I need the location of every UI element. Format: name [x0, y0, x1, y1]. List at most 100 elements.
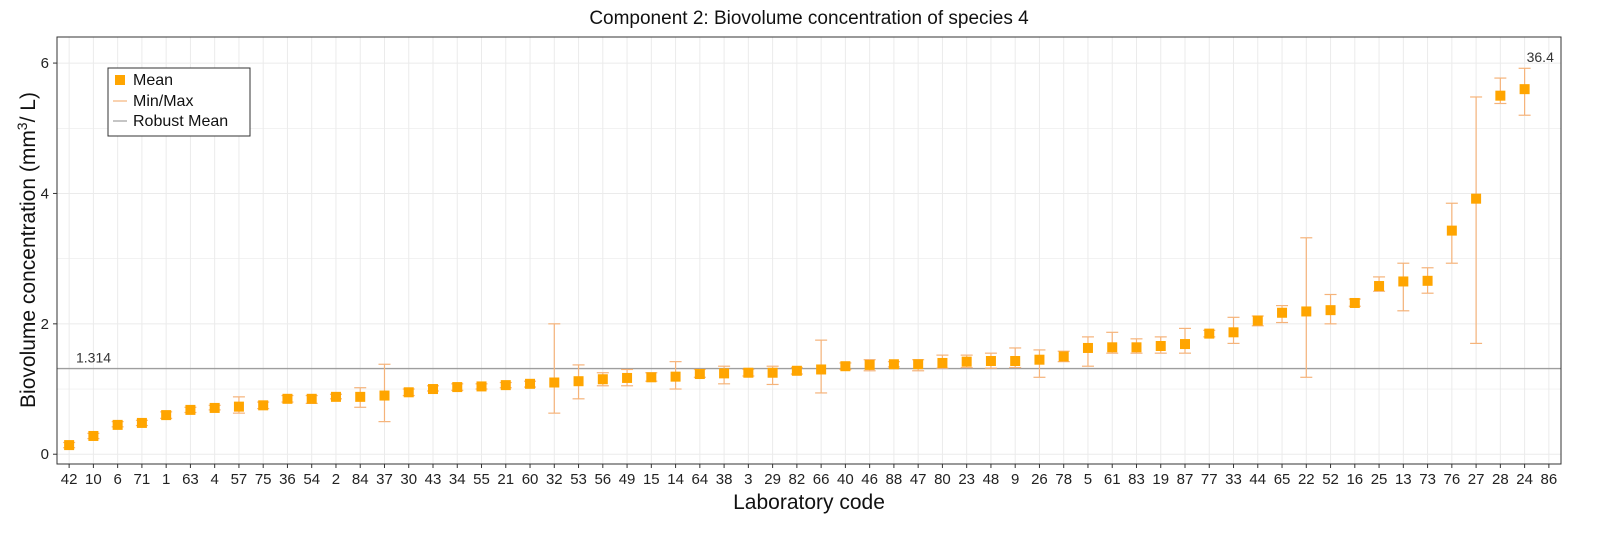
y-tick-label: 6: [41, 55, 49, 72]
x-tick-label: 16: [1346, 471, 1363, 488]
y-axis-title-main: Biovolume concentration (mm: [17, 130, 40, 408]
mean-point: [1155, 341, 1166, 352]
mean-point: [428, 384, 438, 395]
y-tick-label: 2: [41, 316, 49, 333]
x-tick-label: 76: [1443, 471, 1460, 488]
x-tick-label: 47: [910, 471, 927, 488]
mean-point: [767, 367, 778, 378]
x-tick-label: 26: [1031, 471, 1048, 488]
legend-box: [107, 67, 251, 137]
x-tick-label: 48: [983, 471, 1000, 488]
mean-point: [816, 364, 827, 375]
x-tick-label: 28: [1492, 471, 1509, 488]
legend-minmax-label: Min/Max: [133, 93, 193, 110]
x-tick-label: 37: [376, 471, 393, 488]
legend: Mean Min/Max Robust Mean: [107, 67, 251, 137]
x-tick-label: 30: [400, 471, 417, 488]
x-tick-label: 43: [425, 471, 442, 488]
mean-point: [864, 359, 875, 370]
x-tick-label: 5: [1084, 471, 1092, 488]
mean-point: [985, 355, 996, 366]
y-tick-layer: 0 2 4 6: [41, 55, 57, 463]
x-tick-label: 36: [279, 471, 296, 488]
mean-point: [1010, 355, 1021, 366]
mean-point: [791, 365, 802, 376]
y-axis-title-superscript: 3: [14, 122, 30, 130]
x-tick-label: 6: [113, 471, 121, 488]
x-tick-label: 82: [789, 471, 806, 488]
legend-robust-label: Robust Mean: [133, 113, 228, 130]
x-tick-label: 9: [1011, 471, 1019, 488]
mean-point: [1082, 342, 1093, 353]
mean-point: [1277, 307, 1288, 318]
x-tick-label: 19: [1152, 471, 1169, 488]
mean-point: [719, 368, 730, 379]
x-tick-label: 1: [162, 471, 170, 488]
mean-point: [1398, 276, 1409, 287]
mean-point: [1228, 327, 1239, 338]
x-tick-label: 33: [1225, 471, 1242, 488]
mean-point: [1252, 315, 1263, 326]
x-tick-label: 3: [744, 471, 752, 488]
mean-point: [913, 359, 924, 370]
mean-point: [379, 390, 390, 401]
x-tick-label: 49: [619, 471, 636, 488]
x-tick-label: 10: [85, 471, 102, 488]
x-tick-label: 15: [643, 471, 660, 488]
mean-point: [597, 374, 608, 385]
x-tick-label: 60: [522, 471, 539, 488]
legend-mean-swatch: [115, 75, 125, 85]
mean-point: [1325, 305, 1336, 316]
x-tick-label: 88: [886, 471, 903, 488]
x-tick-label: 38: [716, 471, 733, 488]
mean-point: [112, 419, 123, 430]
x-tick-label: 87: [1177, 471, 1194, 488]
x-tick-label: 64: [691, 471, 708, 488]
x-tick-label: 25: [1371, 471, 1388, 488]
mean-point: [355, 391, 366, 402]
mean-point: [1301, 306, 1312, 317]
x-tick-label: 57: [231, 471, 248, 488]
mean-point: [161, 410, 172, 421]
mean-point: [840, 361, 851, 372]
x-tick-label: 29: [764, 471, 781, 488]
y-tick-label: 4: [41, 185, 49, 202]
x-tick-label: 84: [352, 471, 369, 488]
x-tick-label: 32: [546, 471, 563, 488]
mean-point: [694, 369, 705, 380]
x-tick-label: 61: [1104, 471, 1121, 488]
mean-point: [306, 393, 317, 404]
legend-mean-label: Mean: [133, 72, 173, 89]
mean-point: [1058, 351, 1069, 362]
mark-layer: [63, 67, 1531, 451]
chart-title: Component 2: Biovolume concentration of …: [589, 8, 1029, 29]
mean-point: [258, 400, 269, 411]
mean-point: [1446, 225, 1457, 236]
x-tick-label: 86: [1541, 471, 1558, 488]
mean-point: [525, 378, 536, 389]
mean-point: [1180, 339, 1190, 350]
x-tick-label: 46: [861, 471, 878, 488]
x-tick-label: 63: [182, 471, 199, 488]
mean-point: [1034, 354, 1045, 365]
x-tick-label: 80: [934, 471, 951, 488]
x-tick-label: 83: [1128, 471, 1145, 488]
x-tick-label: 66: [813, 471, 830, 488]
mean-point: [1471, 193, 1482, 204]
mean-point: [403, 387, 414, 398]
x-tick-label: 73: [1419, 471, 1436, 488]
x-tick-label: 77: [1201, 471, 1218, 488]
x-tick-label: 71: [134, 471, 151, 488]
y-axis-title: Biovolume concentration (mm3/ L): [14, 92, 40, 408]
mean-point: [743, 367, 754, 378]
mean-point: [549, 377, 560, 388]
mean-point: [476, 381, 487, 392]
x-tick-label: 13: [1395, 471, 1412, 488]
x-tick-label: 42: [61, 471, 78, 488]
mean-point: [670, 371, 681, 382]
x-tick-label: 56: [594, 471, 611, 488]
panel-border: [56, 36, 1562, 465]
mean-point: [136, 417, 147, 428]
